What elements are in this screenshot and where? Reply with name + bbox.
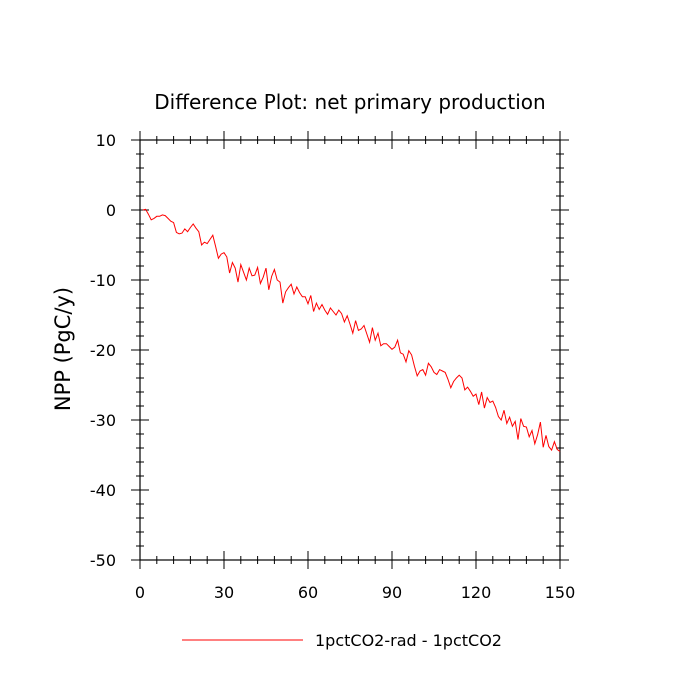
x-tick-label: 0: [135, 583, 145, 602]
legend: 1pctCO2-rad - 1pctCO2: [182, 631, 502, 650]
legend-label: 1pctCO2-rad - 1pctCO2: [315, 631, 502, 650]
x-tick-label: 150: [545, 583, 576, 602]
x-tick-label: 120: [461, 583, 492, 602]
y-tick-label: -50: [90, 551, 116, 570]
y-tick-label: -40: [90, 481, 116, 500]
x-tick-label: 60: [298, 583, 318, 602]
y-tick-label: -10: [90, 271, 116, 290]
x-tick-label: 30: [214, 583, 234, 602]
series-line-1pctCO2-rad-minus-1pctCO2: [142, 208, 561, 452]
x-tick-label: 90: [382, 583, 402, 602]
axis-ticks: [131, 131, 569, 569]
plot-frame: [139, 139, 561, 561]
y-axis-label: NPP (PgC/y): [51, 287, 75, 411]
y-tick-label: 10: [96, 131, 116, 150]
y-tick-label: -30: [90, 411, 116, 430]
y-tick-label: 0: [106, 201, 116, 220]
y-tick-label: -20: [90, 341, 116, 360]
axis-tick-labels: 10 0 -10 -20 -30 -40 -50 0 30 60 90 120 150: [90, 131, 575, 602]
chart-title: Difference Plot: net primary production: [154, 90, 545, 114]
